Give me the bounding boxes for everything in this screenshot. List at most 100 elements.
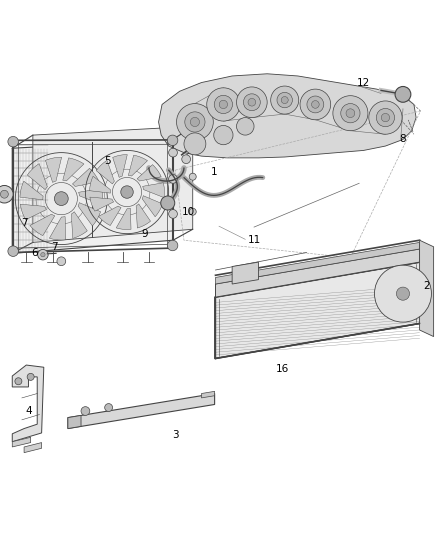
Polygon shape <box>78 203 101 226</box>
Circle shape <box>184 133 206 155</box>
Circle shape <box>169 148 177 157</box>
Polygon shape <box>113 155 127 177</box>
Circle shape <box>396 287 410 300</box>
Polygon shape <box>201 391 215 398</box>
Text: 10: 10 <box>182 207 195 217</box>
Text: 6: 6 <box>32 248 39 259</box>
Circle shape <box>121 186 133 198</box>
Polygon shape <box>128 155 148 176</box>
Circle shape <box>341 103 360 123</box>
Circle shape <box>237 118 254 135</box>
Circle shape <box>277 92 293 108</box>
Circle shape <box>219 100 228 109</box>
Polygon shape <box>72 168 99 187</box>
Text: 7: 7 <box>21 217 28 228</box>
Circle shape <box>300 89 331 120</box>
Polygon shape <box>49 216 66 240</box>
Text: 8: 8 <box>399 134 406 144</box>
Circle shape <box>169 209 177 219</box>
Circle shape <box>395 86 411 102</box>
Circle shape <box>376 108 395 127</box>
Circle shape <box>15 378 22 385</box>
Circle shape <box>281 96 288 103</box>
Polygon shape <box>78 188 102 205</box>
Circle shape <box>307 96 324 113</box>
Circle shape <box>189 208 196 215</box>
Circle shape <box>38 249 48 260</box>
Circle shape <box>54 192 68 206</box>
Circle shape <box>81 407 90 415</box>
Circle shape <box>333 96 368 131</box>
Circle shape <box>244 94 260 111</box>
Polygon shape <box>116 208 131 230</box>
Polygon shape <box>232 262 258 284</box>
Circle shape <box>311 101 319 108</box>
Circle shape <box>161 196 175 210</box>
Polygon shape <box>136 204 151 228</box>
Circle shape <box>214 125 233 145</box>
Circle shape <box>214 95 233 114</box>
Polygon shape <box>33 126 193 243</box>
Polygon shape <box>71 212 87 238</box>
Text: 4: 4 <box>25 406 32 416</box>
Polygon shape <box>143 183 164 198</box>
Circle shape <box>57 257 66 265</box>
Polygon shape <box>159 74 416 158</box>
Polygon shape <box>20 204 46 220</box>
Text: 9: 9 <box>141 229 148 239</box>
Circle shape <box>190 117 199 126</box>
Circle shape <box>169 174 177 183</box>
Circle shape <box>8 136 18 147</box>
Circle shape <box>381 114 390 122</box>
Circle shape <box>8 246 18 256</box>
Text: 16: 16 <box>276 365 289 374</box>
Circle shape <box>369 101 402 134</box>
Polygon shape <box>215 262 420 359</box>
Circle shape <box>105 403 113 411</box>
Text: 12: 12 <box>357 77 370 87</box>
Circle shape <box>346 109 355 118</box>
Circle shape <box>271 86 299 114</box>
Polygon shape <box>20 181 43 200</box>
Polygon shape <box>12 365 44 442</box>
Circle shape <box>177 103 213 140</box>
Text: 5: 5 <box>104 156 111 166</box>
Text: 1: 1 <box>211 167 218 177</box>
Circle shape <box>167 135 178 146</box>
Polygon shape <box>420 240 434 336</box>
Polygon shape <box>90 176 110 193</box>
Circle shape <box>248 99 256 106</box>
Polygon shape <box>215 249 420 297</box>
Text: 2: 2 <box>424 281 431 291</box>
Circle shape <box>374 265 431 322</box>
Polygon shape <box>96 160 114 184</box>
Circle shape <box>182 155 191 164</box>
Circle shape <box>189 173 196 180</box>
Polygon shape <box>30 214 55 236</box>
Circle shape <box>0 185 13 203</box>
Polygon shape <box>46 157 62 182</box>
Polygon shape <box>68 393 215 429</box>
Text: 7: 7 <box>51 242 58 252</box>
Circle shape <box>207 88 240 121</box>
Polygon shape <box>12 437 31 447</box>
Circle shape <box>185 112 205 132</box>
Polygon shape <box>137 165 161 181</box>
Polygon shape <box>68 415 81 429</box>
Polygon shape <box>99 206 121 225</box>
Circle shape <box>41 253 45 257</box>
Circle shape <box>0 190 8 198</box>
Text: 3: 3 <box>172 430 179 440</box>
Polygon shape <box>24 442 42 453</box>
Polygon shape <box>142 196 162 217</box>
Polygon shape <box>215 243 420 284</box>
Polygon shape <box>27 164 47 190</box>
Circle shape <box>237 87 267 118</box>
Polygon shape <box>12 140 173 253</box>
Polygon shape <box>90 197 113 211</box>
Circle shape <box>189 147 196 154</box>
Text: 11: 11 <box>247 235 261 245</box>
Polygon shape <box>63 158 84 181</box>
Circle shape <box>167 240 178 251</box>
Circle shape <box>27 374 34 381</box>
